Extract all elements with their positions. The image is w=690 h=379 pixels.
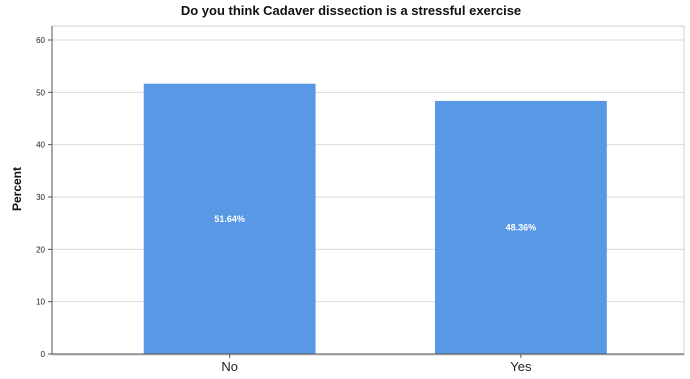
y-tick-label: 20: [36, 245, 45, 254]
y-tick-label: 30: [36, 193, 45, 202]
y-tick-label: 10: [36, 298, 45, 307]
x-axis-ticks: No Yes: [221, 354, 532, 374]
data-label: 48.36%: [506, 222, 537, 232]
y-tick-label: 0: [41, 350, 46, 359]
chart-title: Do you think Cadaver dissection is a str…: [181, 3, 521, 18]
x-tick-label: No: [221, 359, 238, 374]
y-tick-label: 60: [36, 36, 45, 45]
data-labels: 51.64% 48.36%: [214, 214, 536, 233]
y-axis-ticks: 0 10 20 30 40 50 60: [36, 36, 52, 359]
y-axis-label: Percent: [10, 167, 24, 211]
y-tick-label: 40: [36, 141, 45, 150]
bars: [143, 83, 607, 354]
bar-yes: [434, 100, 607, 354]
x-tick-label: Yes: [510, 359, 532, 374]
bar-no: [143, 83, 316, 354]
data-label: 51.64%: [214, 214, 245, 224]
y-tick-label: 50: [36, 88, 45, 97]
